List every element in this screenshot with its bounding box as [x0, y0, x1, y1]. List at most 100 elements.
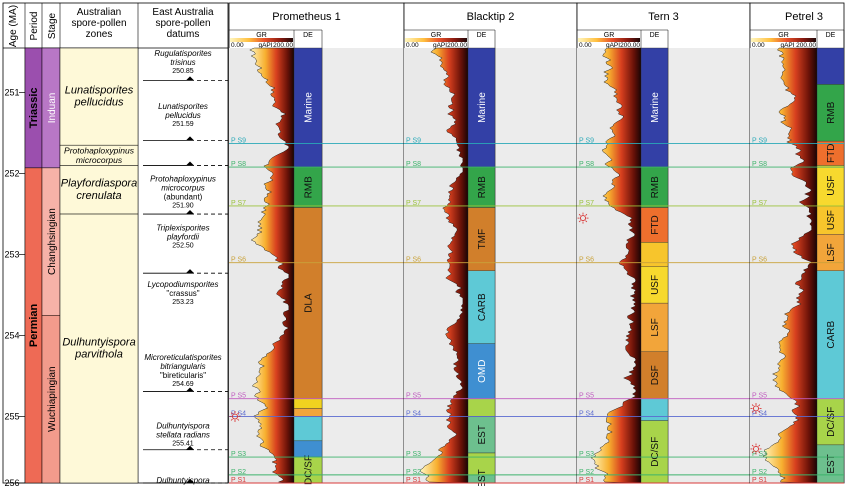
surface-pick-label: P S1	[579, 477, 594, 484]
surface-pick-label: P S2	[406, 469, 421, 476]
facies-label: EST	[477, 425, 488, 444]
facies-box	[293, 166, 323, 208]
datum-marker	[186, 136, 194, 141]
facies-box	[640, 266, 669, 304]
surface-pick-label: P S1	[752, 477, 767, 484]
period-header: Period	[29, 12, 40, 41]
zone-label: Protohaploxypinus	[64, 146, 135, 156]
facies-label: Marine	[477, 92, 488, 123]
surface-pick-label: P S7	[231, 200, 246, 207]
datum-name: Lunatisporites	[158, 102, 208, 111]
gr-log-curve	[249, 47, 295, 484]
datum-marker	[186, 479, 194, 483]
sun-ray	[751, 410, 754, 413]
datum-name: bitriangularis	[160, 362, 205, 371]
surface-pick-label: P S8	[752, 161, 767, 168]
facies-label: USF	[826, 176, 837, 196]
surface-pick-label: P S7	[752, 200, 767, 207]
facies-label: OMD	[477, 360, 488, 383]
datum-name: Dulhuntyispora	[156, 422, 210, 431]
zone-box	[59, 165, 139, 215]
surface-pick-label: P S6	[231, 257, 246, 264]
facies-box	[816, 234, 845, 271]
datum-name: (abundant)	[164, 193, 203, 202]
surface-pick-label: P S7	[579, 200, 594, 207]
sun-ray	[585, 213, 588, 216]
gr-label: GR	[604, 32, 615, 39]
period-label: Triassic	[28, 87, 40, 128]
gr-min: 0.00	[752, 42, 765, 49]
well-blacktip-2: Blacktip 2 GR DE 0.00 gAPI 200.00 Marine RMB TMF…	[403, 2, 578, 486]
period-label: Permian	[28, 303, 40, 347]
datum-marker	[186, 387, 194, 392]
datum-name: "bireticularis"	[160, 371, 206, 380]
facies-box	[640, 207, 669, 243]
datum-name: stellata radians	[156, 431, 210, 440]
surface-pick-label: P S9	[406, 138, 421, 145]
facies-box	[293, 440, 323, 458]
facies-label: RMB	[304, 176, 315, 199]
sun-ray	[758, 404, 761, 407]
sun-ray	[751, 451, 754, 454]
facies-label: DLA	[304, 293, 315, 313]
datum-age: 254.69	[172, 381, 194, 388]
gr-label: GR	[431, 32, 442, 39]
sun-ray	[237, 418, 240, 421]
stage-label: Changhsingian	[47, 208, 58, 275]
datum-age: 253.23	[172, 299, 194, 306]
zone-label: pellucidus	[74, 97, 124, 109]
gr-units: gAPI	[606, 42, 620, 49]
sun-ray	[751, 444, 754, 447]
well-prometheus-1: Prometheus 1 GR DE 0.00 gAPI 200.00 Marine RMB D…	[228, 2, 405, 485]
gr-max: 200.00	[796, 42, 816, 49]
left-panel: Age (MA) Period StageAustralianspore-polle…	[2, 2, 229, 486]
facies-box	[293, 207, 323, 399]
surface-pick-label: P S5	[579, 393, 594, 400]
datum-name: Protohaploxypinus	[150, 175, 216, 184]
facies-label: TMF	[477, 229, 488, 250]
facies-label: LSF	[650, 318, 661, 336]
datum-name: microcorpus	[161, 184, 205, 193]
gr-log-curve	[590, 47, 642, 484]
age-tick-label: 255	[4, 412, 19, 422]
stage-header: Stage	[47, 12, 58, 39]
gr-max: 200.00	[273, 42, 293, 49]
facies-box	[467, 398, 496, 417]
facies-box	[293, 456, 323, 484]
surface-pick-label: P S5	[231, 393, 246, 400]
well-gap	[668, 48, 750, 483]
datum-age: 250.85	[172, 68, 194, 75]
datum-marker	[186, 269, 194, 274]
facies-box	[816, 140, 845, 166]
datum-age: 255.41	[172, 441, 194, 448]
facies-box	[293, 416, 323, 442]
gr-color-scale	[405, 38, 467, 42]
surface-pick-label: P S7	[406, 200, 421, 207]
facies-label: RMB	[477, 176, 488, 199]
surface-pick-label: P S9	[579, 138, 594, 145]
gr-max: 200.00	[447, 42, 467, 49]
zones-header-line: zones	[86, 29, 113, 40]
surface-pick-label: P S5	[752, 393, 767, 400]
age-tick-label: 252	[4, 169, 19, 179]
datum-marker	[186, 210, 194, 215]
datum-name: trisinus	[170, 58, 195, 67]
surface-pick-label: P S8	[579, 161, 594, 168]
surface-pick-label: P S8	[406, 161, 421, 168]
zones-header-line: Australian	[77, 7, 121, 18]
well-gap	[495, 48, 577, 483]
facies-label: DC/SF	[650, 437, 661, 467]
gr-log-curve	[420, 47, 469, 484]
datum-age: 251.59	[172, 121, 194, 128]
sun-ray	[758, 444, 761, 447]
zones-header-line: spore-pollen	[71, 18, 126, 29]
facies-box	[467, 270, 496, 344]
well-name: Tern 3	[648, 11, 679, 23]
facies-box	[816, 47, 845, 85]
datum-name: playfordii	[166, 232, 199, 241]
surface-pick-label: P S2	[752, 469, 767, 476]
facies-box	[816, 205, 845, 235]
datum-name: Microreticulatisporites	[144, 353, 221, 362]
gr-units: gAPI	[433, 42, 447, 49]
